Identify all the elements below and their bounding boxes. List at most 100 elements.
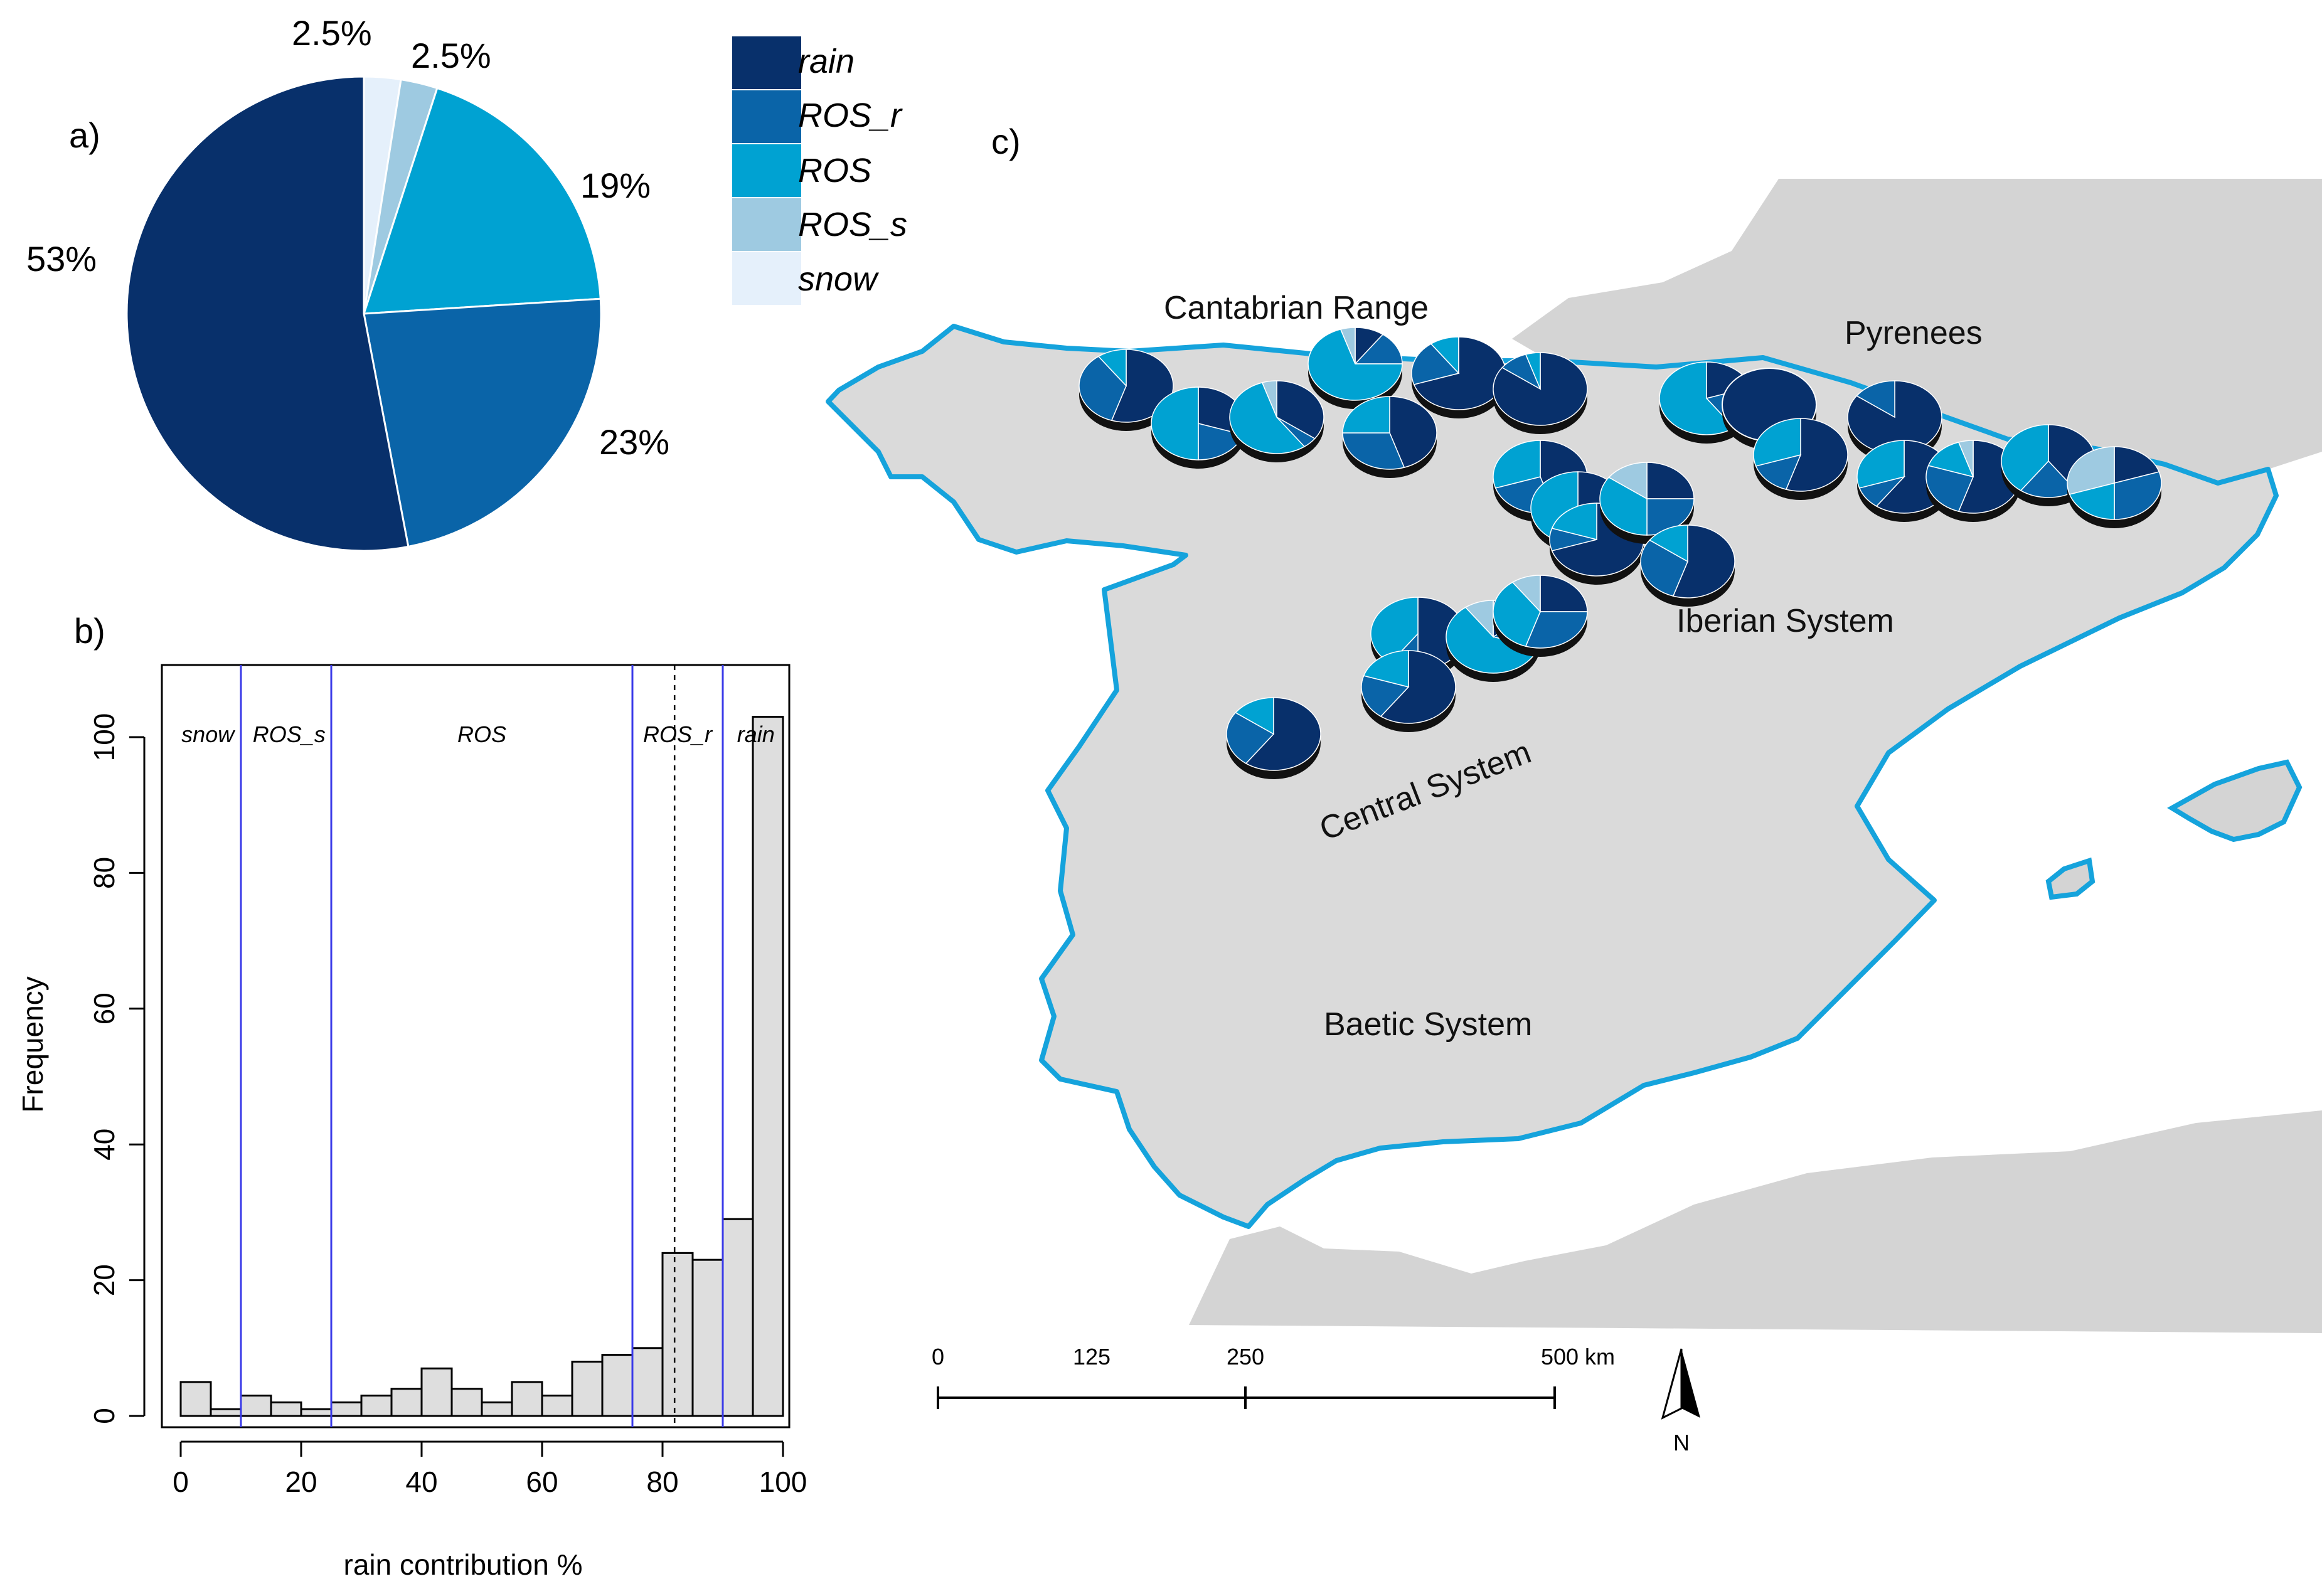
histogram-bar <box>420 1367 453 1417</box>
histogram-bar <box>330 1401 363 1417</box>
station-pie-slice <box>1785 418 1848 492</box>
station-pie-slice <box>2001 424 2049 491</box>
histogram-bar <box>661 1252 694 1417</box>
station-pie-slice <box>1493 582 1541 647</box>
station-pie <box>1599 462 1695 544</box>
zone-label: ROS_r <box>643 721 713 747</box>
x-tick-label: 60 <box>526 1466 558 1498</box>
station-pie-slice <box>2067 446 2115 495</box>
station-pie <box>1640 524 1735 607</box>
pie-slice-ros-r <box>363 297 602 548</box>
station-pie-slice <box>1235 697 1274 735</box>
map: Cantabrian Range Pyrenees Iberian System… <box>826 179 2322 1455</box>
histogram-bar <box>541 1395 573 1417</box>
station-pie-slice <box>1646 462 1695 499</box>
station-pie-slice <box>1753 418 1801 467</box>
histogram-bar <box>631 1347 664 1417</box>
histogram-y-axis: 0 20 40 60 80 100 <box>88 713 146 1424</box>
station-pie-slice <box>1354 334 1403 364</box>
zone-label: rain <box>737 721 775 747</box>
map-mallorca <box>2167 759 2303 843</box>
station-pie-slice <box>1925 465 1974 513</box>
histogram-x-label: rain contribution % <box>344 1548 583 1581</box>
legend: rain ROS_r ROS ROS_s snow <box>732 36 907 305</box>
station-pie <box>1361 650 1456 732</box>
station-pie-slice <box>1957 440 1974 477</box>
legend-label-ros-s: ROS_s <box>798 206 907 243</box>
pie-label-ros-r: 23% <box>599 422 669 462</box>
station-pie <box>1753 418 1848 500</box>
map-iberia-land <box>826 324 2279 1229</box>
histogram-bars <box>179 716 784 1417</box>
station-pie-slice <box>2069 482 2115 520</box>
region-label-iberian-system: Iberian System <box>1676 603 1894 639</box>
y-tick-label: 0 <box>88 1408 120 1424</box>
station-pie <box>2067 446 2162 528</box>
region-label-pyrenees: Pyrenees <box>1845 315 1983 351</box>
histogram-bar <box>270 1401 302 1417</box>
station-pie-slice <box>1151 386 1199 460</box>
legend-swatch-snow <box>732 252 801 305</box>
station-pie-slice <box>1361 675 1410 717</box>
panel-label-b: b) <box>74 611 105 651</box>
histogram-bar <box>481 1401 513 1417</box>
panel-label-a: a) <box>69 115 100 155</box>
station-pie-slice <box>1551 503 1597 540</box>
station-pie-slice <box>1342 396 1390 434</box>
histogram-bar <box>390 1388 423 1417</box>
pie-label-ros: 19% <box>580 166 651 205</box>
pie-label-ros-s: 2.5% <box>411 36 491 75</box>
station-pie-slice <box>1411 343 1460 385</box>
station-pie <box>1151 386 1246 469</box>
histogram-bar <box>210 1408 242 1417</box>
histogram-bar <box>240 1395 272 1417</box>
north-label: N <box>1673 1430 1690 1455</box>
station-pie-slice <box>1649 524 1688 563</box>
x-tick-label: 0 <box>173 1466 189 1498</box>
pie-label-snow: 2.5% <box>292 13 372 53</box>
station-pie-slice <box>1276 380 1324 440</box>
station-pie <box>1411 336 1506 418</box>
station-pie <box>1493 352 1588 434</box>
legend-swatch-ros-s <box>732 198 801 251</box>
station-pie-slice <box>1342 432 1405 470</box>
histogram-bar <box>571 1360 604 1417</box>
histogram-bar <box>601 1354 634 1417</box>
station-pie-slice <box>1363 650 1409 688</box>
histogram-plot-box <box>161 664 791 1428</box>
summary-pie-chart <box>125 75 602 552</box>
legend-label-snow: snow <box>798 260 879 298</box>
zone-label: ROS_s <box>253 721 326 747</box>
station-pie-slice <box>1493 440 1541 489</box>
histogram-bar <box>752 716 784 1417</box>
station-pie-slice <box>2114 471 2162 520</box>
y-tick-label: 40 <box>88 1129 120 1161</box>
map-background-africa <box>1189 1110 2322 1333</box>
station-pie-slice <box>1229 381 1306 454</box>
station-pie-slice <box>1110 349 1174 423</box>
station-pie-slice <box>1608 462 1648 500</box>
x-tick-label: 80 <box>646 1466 678 1498</box>
station-pie-slice <box>2114 446 2160 484</box>
y-tick-label: 100 <box>88 713 120 762</box>
station-pie <box>1226 697 1321 779</box>
station-pie-slice <box>1226 711 1275 764</box>
map-background-france <box>1512 179 2322 483</box>
legend-swatch-ros-r <box>732 90 801 143</box>
station-pie-slice <box>1446 607 1539 674</box>
map-menorca <box>2045 857 2096 900</box>
station-pie-slice <box>1307 328 1403 401</box>
station-pie-slice <box>1646 498 1695 536</box>
histogram-bar <box>360 1395 393 1417</box>
station-pie <box>1342 396 1437 478</box>
station-pie-slice <box>1380 650 1456 724</box>
histogram-bar <box>450 1388 483 1417</box>
station-pie-slice <box>1370 597 1419 664</box>
station-pie-slice <box>1525 611 1588 649</box>
station-pie-slice <box>1640 539 1688 597</box>
legend-label-rain: rain <box>798 43 855 80</box>
station-pie-slice <box>1389 396 1437 469</box>
station-pie-slice <box>1856 380 1895 418</box>
station-pie-slice <box>1599 476 1648 536</box>
